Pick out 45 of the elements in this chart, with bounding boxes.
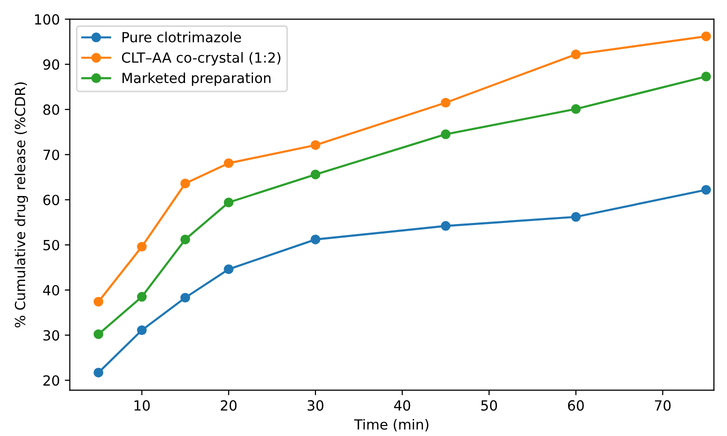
y-tick-label: 70 (44, 150, 60, 160)
point (701, 72, 711, 82)
y-tick-label: 100 (35, 14, 60, 25)
point (310, 140, 320, 150)
y-tick-label: 90 (43, 59, 60, 70)
legend-label: Pure clotrimazole (122, 32, 241, 42)
point (701, 31, 711, 42)
x-tick-label: 70 (655, 400, 671, 411)
point (571, 104, 581, 114)
y-tick-label: 80 (43, 104, 60, 115)
point (224, 198, 234, 208)
point (224, 158, 234, 168)
point (571, 212, 581, 222)
x-tick-label: 40 (394, 400, 410, 411)
y-tick-label: 40 (43, 284, 60, 296)
point (136, 292, 147, 302)
point (94, 296, 104, 307)
y-axis-title: % Cumulative drug release (%CDR) (14, 82, 28, 328)
y-tick-label: 60 (43, 194, 60, 206)
point (136, 325, 147, 336)
x-tick-label: 60 (568, 400, 584, 411)
point (180, 292, 190, 303)
x-tick-label: 50 (481, 400, 497, 411)
point (701, 184, 711, 195)
y-tick-label: 20 (43, 375, 60, 386)
point (440, 98, 451, 108)
point (180, 178, 190, 188)
y-tick-label: 30 (43, 330, 60, 341)
x-tick-label: 30 (308, 400, 324, 411)
point (94, 368, 104, 378)
x-axis-title: Time (min) (354, 418, 428, 432)
y-tick-label: 50 (43, 240, 60, 250)
x-tick-label: 20 (220, 400, 237, 411)
point (571, 50, 581, 60)
point (136, 242, 147, 252)
point (440, 129, 451, 140)
point (224, 264, 234, 274)
point (440, 221, 451, 231)
point (310, 170, 320, 180)
point (310, 234, 320, 244)
legend-label: CLT–AA co-crystal (1:2) (122, 52, 280, 66)
x-tick-label: 10 (134, 400, 150, 411)
point (94, 329, 104, 340)
point (180, 234, 190, 244)
legend-label: Marketed preparation (122, 72, 270, 86)
